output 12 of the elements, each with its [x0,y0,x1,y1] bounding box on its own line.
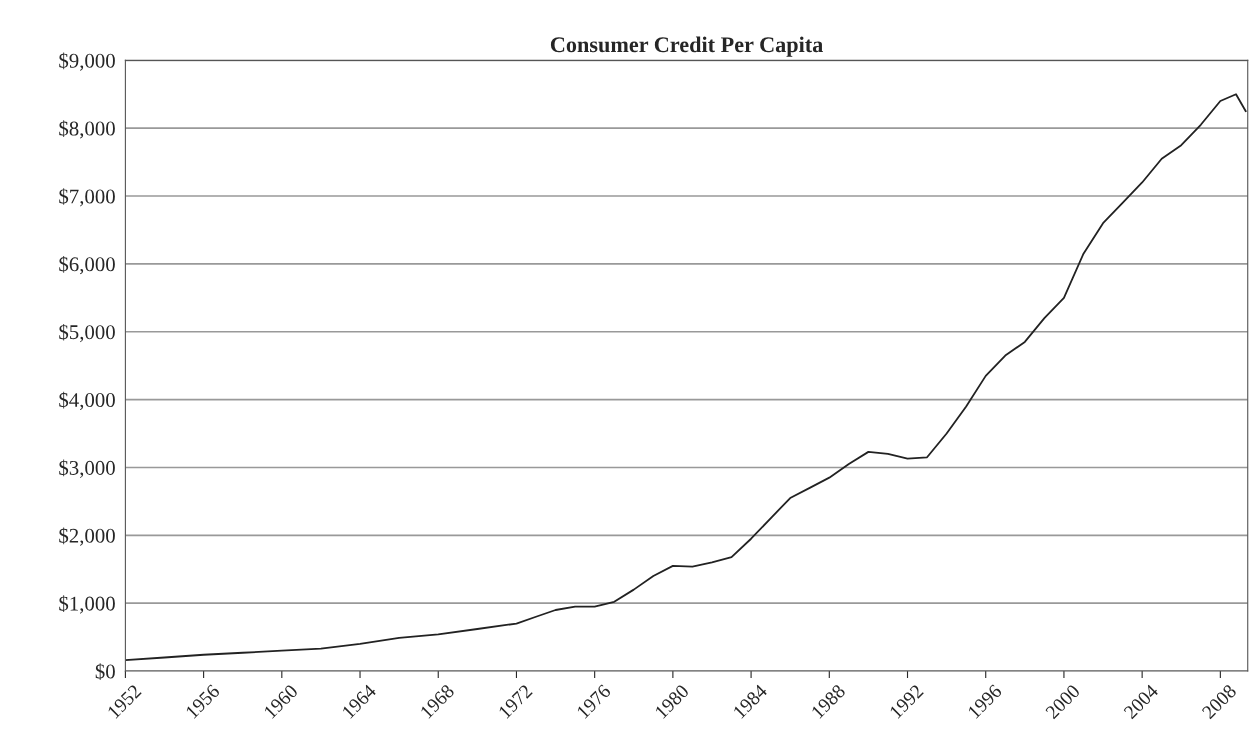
y-tick-label: $4,000 [59,391,115,411]
y-tick-label: $9,000 [59,52,115,71]
chart-title: Consumer Credit Per Capita [550,36,823,57]
y-tick-label: $1,000 [59,595,115,614]
y-tick-label: $5,000 [59,323,115,343]
y-tick-label: $0 [95,663,115,680]
y-tick-label: $8,000 [59,120,115,139]
y-tick-label: $2,000 [59,527,115,546]
line-series [125,93,1247,662]
y-tick-label: $6,000 [59,256,115,275]
y-tick-label: $3,000 [59,459,115,478]
y-tick-label: $7,000 [59,188,115,207]
